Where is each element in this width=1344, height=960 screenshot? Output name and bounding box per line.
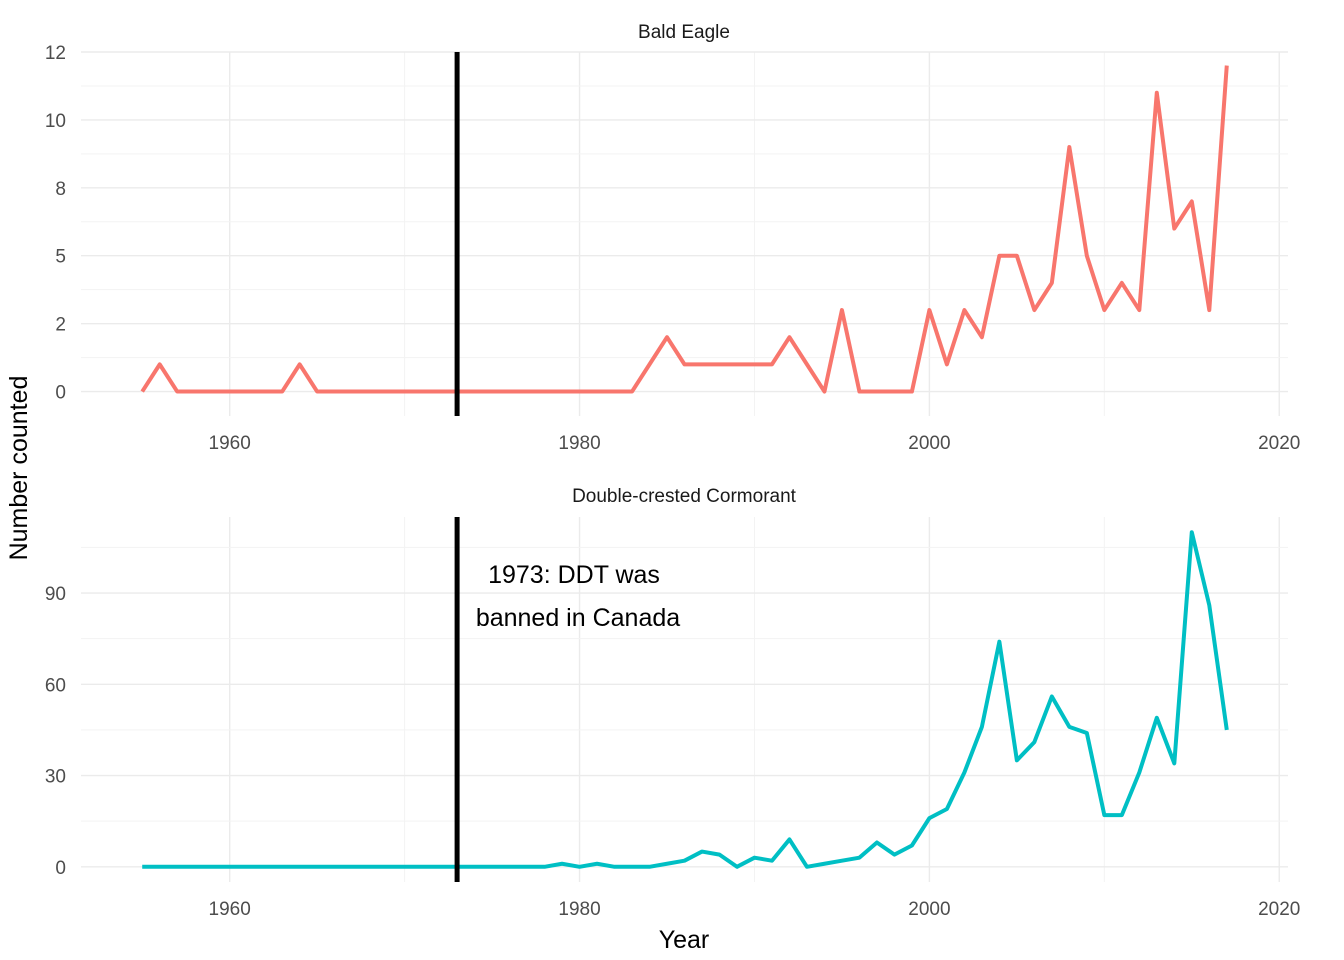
annotation-line-1: 1973: DDT was <box>488 561 660 589</box>
y-tick-label: 12 <box>45 43 66 64</box>
y-tick-label: 0 <box>55 383 66 404</box>
x-tick-labels: 1960 1980 2000 2020 <box>209 433 1301 454</box>
series-line-bald-eagle <box>140 65 1229 394</box>
panel-title-bald-eagle: Bald Eagle <box>638 22 730 43</box>
y-tick-label: 10 <box>45 111 66 132</box>
y-tick-label: 5 <box>55 247 66 268</box>
y-tick-labels: 0 30 60 90 <box>45 584 66 879</box>
x-tick-label: 2020 <box>1258 899 1300 920</box>
y-axis-title: Number counted <box>5 376 33 561</box>
x-tick-label: 1960 <box>209 899 251 920</box>
x-tick-label: 1960 <box>209 433 251 454</box>
x-tick-label: 2000 <box>908 433 950 454</box>
panel-bald-eagle: Bald Eagle 0 2 5 8 10 12 1960 1980 2000 2020 <box>45 22 1301 454</box>
annotation-line-2: banned in Canada <box>476 604 680 632</box>
x-tick-label: 1980 <box>558 899 600 920</box>
x-tick-label: 1980 <box>558 433 600 454</box>
x-axis-title: Year <box>659 926 710 954</box>
y-tick-label: 2 <box>55 315 66 336</box>
panel-grid <box>81 51 1288 416</box>
y-tick-label: 30 <box>45 767 66 788</box>
y-tick-label: 0 <box>55 858 66 879</box>
y-tick-label: 8 <box>55 179 66 200</box>
series-line-double-crested-cormorant <box>142 530 1229 869</box>
x-tick-labels: 1960 1980 2000 2020 <box>209 899 1301 920</box>
y-tick-labels: 0 2 5 8 10 12 <box>45 43 66 404</box>
x-tick-label: 2000 <box>908 899 950 920</box>
y-tick-label: 90 <box>45 584 66 605</box>
y-tick-label: 60 <box>45 675 66 696</box>
panel-double-crested-cormorant: Double-crested Cormorant 0 30 60 90 1960 198… <box>45 486 1301 920</box>
x-tick-label: 2020 <box>1258 433 1300 454</box>
panel-title-double-crested-cormorant: Double-crested Cormorant <box>572 486 797 507</box>
